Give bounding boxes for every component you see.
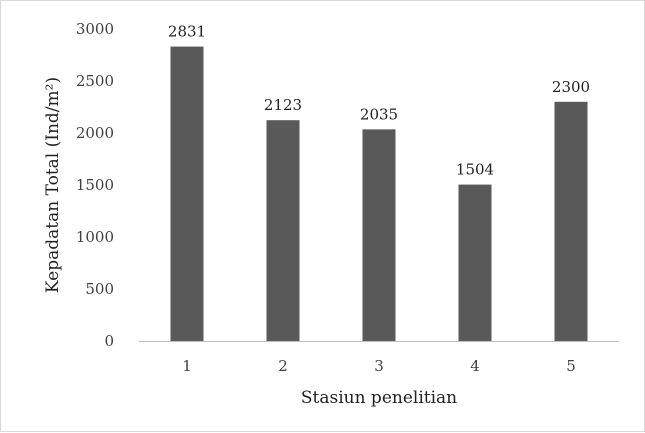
- y-tick-label: 0: [104, 332, 114, 350]
- bars: [170, 46, 588, 342]
- y-tick-label: 2000: [76, 124, 114, 142]
- x-tick-label: 1: [182, 357, 192, 375]
- x-tick-label: 5: [566, 357, 576, 375]
- y-tick-label: 500: [85, 280, 114, 298]
- data-label: 2831: [168, 23, 206, 41]
- data-label: 2300: [552, 78, 590, 96]
- y-tick-label: 1500: [76, 176, 114, 194]
- bar: [458, 184, 492, 341]
- y-tick-label: 2500: [76, 72, 114, 90]
- x-tick-label: 2: [278, 357, 288, 375]
- y-tick-label: 3000: [76, 20, 114, 38]
- bar: [170, 46, 204, 342]
- y-tick-labels: 0 500 1000 1500 2000 2500 3000: [76, 20, 114, 350]
- x-tick-label: 4: [470, 357, 480, 375]
- bar: [266, 120, 300, 341]
- data-label: 1504: [456, 161, 494, 179]
- data-label: 2123: [264, 96, 302, 114]
- x-tick-label: 3: [374, 357, 384, 375]
- bar: [554, 101, 588, 341]
- y-tick-label: 1000: [76, 228, 114, 246]
- data-labels: 2831 2123 2035 1504 2300: [168, 23, 590, 179]
- x-tick-labels: 1 2 3 4 5: [182, 357, 576, 375]
- y-axis-title: Kepadatan Total (Ind/m²): [43, 77, 63, 293]
- x-axis-title: Stasiun penelitian: [301, 388, 457, 408]
- data-label: 2035: [360, 105, 398, 123]
- bar: [362, 129, 396, 341]
